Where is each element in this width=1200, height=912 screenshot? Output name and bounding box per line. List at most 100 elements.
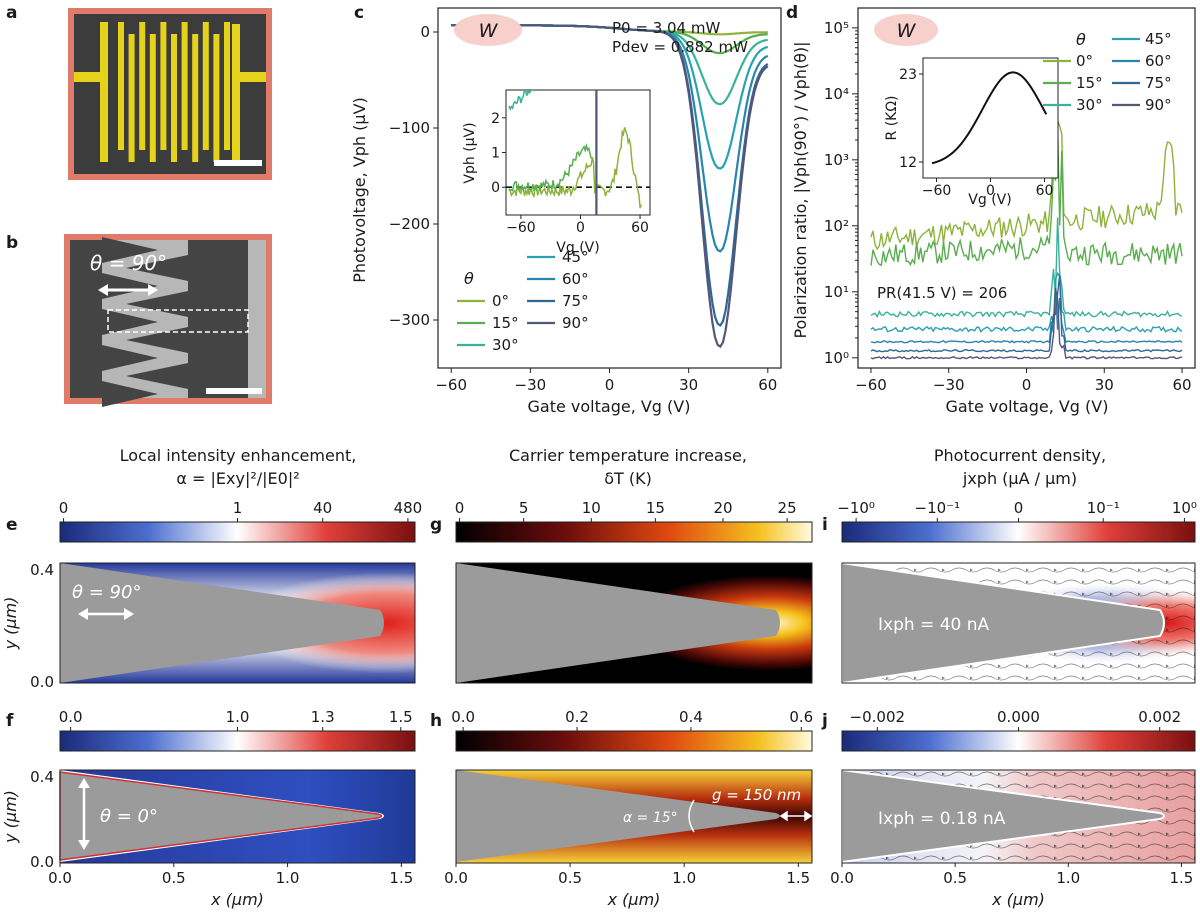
inset-x-tick-label: 0 [986,183,995,199]
inset-x-tick-label: −60 [506,220,536,236]
colorbar-tick-label: 0 [455,499,465,517]
electrode-finger [139,22,146,150]
colorbar-tick-label: 1.3 [311,708,335,726]
e-theta-label: θ = 90° [72,582,141,603]
d-series-line-0° [870,117,1183,251]
h-gap-arrow [779,810,813,822]
y-tick-label: 10⁰ [824,349,849,367]
d-y-axis-label: Polarization ratio, |Vph(90°) / Vph(θ)| [791,41,810,338]
pr-annotation: PR(41.5 V) = 206 [877,284,1007,302]
p0-label: P0 = 3.04 mW [612,19,720,37]
theta-90-label: θ = 90° [90,251,167,275]
x-tick-label: 30 [679,376,698,394]
h-colorbar [455,730,813,752]
legend-theta-title: θ [464,269,474,288]
panel-label-g: g [430,515,442,535]
w-material-label: W [479,20,499,42]
colorbar-tick-label: 1 [233,499,243,517]
inset-y-tick-label: 0 [491,180,500,196]
c-inset-x-label: Vg (V) [556,240,599,256]
electrode-finger [128,34,135,162]
h-gap-label: g = 150 nm [712,786,801,804]
y-tick-label: 10³ [824,151,849,169]
colorbar-tick-label: 20 [713,499,732,517]
c-legend: θ 0° 15° 30° 45° 60° 75° 90° [457,248,589,354]
d-x-axis-label: Gate voltage, Vg (V) [946,397,1109,416]
f-colorbar [59,730,416,752]
x-axis-label: x (μm) [607,890,661,909]
legend-label: 0° [1076,52,1093,70]
electrode-finger [181,22,188,150]
panel-label-j: j [821,711,828,731]
electrode-finger [202,22,209,150]
d-series-line-75° [870,274,1183,353]
panel-label-d: d [786,3,798,23]
y-tick-label: 0.0 [30,673,54,691]
polarization-arrow [98,284,158,296]
x-tick-label: −30 [515,376,547,394]
f-polarization-arrow [78,778,90,850]
panel-label-i: i [822,515,828,535]
colorbar-tick-label: 0.000 [997,708,1040,726]
inset-x-tick-label: 60 [1036,183,1054,199]
x-tick-label: 0.0 [444,869,468,887]
d-series-line-45° [870,271,1183,333]
x-tick-label: −60 [435,376,467,394]
x-axis-label: x (μm) [991,890,1045,909]
d-inset-y-label: R (KΩ) [884,96,900,141]
i-colorbar [841,521,1196,543]
electrode-finger [192,34,199,162]
c-x-axis-label: Gate voltage, Vg (V) [528,397,691,416]
legend-label: 15° [492,314,519,332]
colorbar-tick-label: −10⁰ [837,499,875,517]
inset-y-tick-label: 1 [491,146,500,162]
e-polarization-arrow [78,608,134,620]
colorbar-tick-label: 40 [313,499,332,517]
legend-label: 90° [562,314,589,332]
legend-label: 45° [1145,30,1172,48]
legend-label: 15° [1076,74,1103,92]
x-tick-label: 0.0 [830,869,854,887]
x-tick-label: −60 [855,376,887,394]
col2-title: Carrier temperature increase, [509,446,747,465]
electrode-finger [118,22,124,150]
electrode-tooth [102,273,158,299]
x-tick-label: 0.5 [558,869,582,887]
colorbar-tick-label: 0.0 [451,708,475,726]
colorbar-tick-label: 10⁻¹ [1087,499,1120,517]
legend-label: 30° [492,336,519,354]
colorbar-tick-label: −0.002 [850,708,906,726]
panel-label-c: c [354,3,364,23]
x-tick-label: 1.0 [672,869,696,887]
colorbar-tick-label: 0.2 [565,708,589,726]
x-tick-label: 1.5 [786,869,810,887]
d-series-line-90° [870,287,1183,360]
inset-x-tick-label: −60 [922,183,952,199]
x-tick-label: 60 [1172,376,1191,394]
inset-x-tick-label: 0 [576,220,585,236]
colorbar-tick-label: 0.002 [1138,708,1181,726]
y-tick-label: 0.4 [30,561,54,579]
x-tick-label: −30 [933,376,965,394]
simulation-region-box [107,309,249,333]
col1-subtitle: α = |Exy|²/|E0|² [176,469,299,488]
d-inset-x-label: Vg (V) [968,192,1011,208]
f-theta-label: θ = 0° [100,806,158,827]
y-tick-label: 10⁵ [824,19,849,37]
colorbar-tick-label: 0.6 [789,708,813,726]
colorbar-tick-label: 25 [778,499,797,517]
panel-a-optical-image [68,8,272,180]
panel-d-polarization-ratio-chart: −60 −30 0 30 60 10⁰ 10¹ 10² 10³ 10⁴ 10⁵ W PR(41.5 … [791,7,1196,416]
panel-label-f: f [6,711,14,731]
electrode-finger [160,22,167,150]
panel-h-map: α = 15° g = 150 nm [455,769,813,864]
legend-label: 30° [1076,96,1103,114]
inset-series-15 [508,143,592,193]
y-tick-label: −300 [389,311,430,329]
d-series-line-15° [870,125,1183,267]
y-tick-label: 10¹ [824,283,849,301]
x-tick-label: 1.5 [389,869,413,887]
electrode-finger [149,34,156,162]
colorbar-tick-label: 10 [582,499,601,517]
